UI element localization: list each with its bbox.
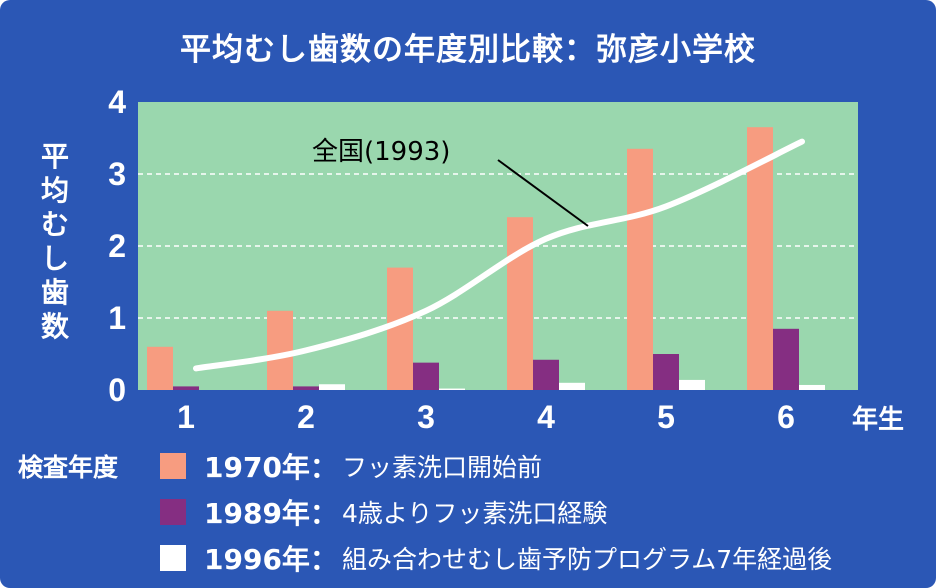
y-tick-label: 4 [108, 84, 126, 120]
national-1993-line [193, 138, 805, 372]
bar-1970年 [507, 217, 533, 390]
bar-1989年 [773, 328, 799, 390]
x-tick-label: 6 [777, 399, 795, 435]
line-label: 全国(1993) [312, 137, 450, 167]
bar-1970年 [267, 310, 293, 390]
bar-1970年 [147, 346, 173, 390]
legend-swatch-1996 [160, 545, 186, 571]
bar-1970年 [387, 267, 413, 390]
x-tick-label: 1 [177, 399, 195, 435]
bar-1970年 [747, 127, 773, 390]
bar-chart: 0 1 2 3 4 1 2 3 4 5 6 年生 全国(1993) [108, 84, 904, 435]
bar-1989年 [533, 359, 559, 390]
y-tick-label: 0 [108, 372, 126, 408]
x-axis-unit: 年生 [852, 404, 904, 435]
y-tick-label: 1 [108, 300, 126, 336]
legend-description: フッ素洗口開始前 [341, 453, 542, 482]
legend-year-label: 1996年： [204, 543, 338, 576]
bar-1989年 [173, 386, 199, 390]
x-tick-label: 5 [657, 399, 675, 435]
bar-1989年 [653, 354, 679, 390]
x-tick-label: 3 [417, 399, 435, 435]
x-tick-label: 2 [297, 399, 315, 435]
y-tick-label: 3 [108, 156, 126, 192]
bar-1996年 [799, 384, 825, 390]
bar-1996年 [439, 388, 465, 390]
annotation-leader-line [497, 159, 589, 227]
y-axis-label: 平均むし歯数 [40, 140, 69, 343]
bar-1970年 [627, 148, 653, 390]
bar-1996年 [319, 384, 345, 390]
legend-year-label: 1970年： [204, 451, 338, 484]
x-tick-label: 4 [537, 399, 555, 435]
chart-title: 平均むし歯数の年度別比較：弥彦小学校 [180, 32, 756, 68]
bar-1996年 [559, 382, 585, 390]
legend-swatch-1989 [160, 499, 186, 525]
legend-swatch-1970 [160, 453, 186, 479]
bar-1996年 [679, 379, 705, 390]
legend-description: 4歳よりフッ素洗口経験 [341, 499, 608, 528]
legend-description: 組み合わせむし歯予防プログラム7年経過後 [341, 545, 833, 574]
legend-year-label: 1989年： [204, 497, 338, 530]
y-tick-label: 2 [108, 228, 126, 264]
legend-item-1996: 1996年： 組み合わせむし歯予防プログラム7年経過後 [160, 538, 832, 578]
legend-item-1970: 1970年： フッ素洗口開始前 [160, 446, 542, 486]
legend-title: 検査年度 [18, 453, 119, 482]
legend-item-1989: 1989年： 4歳よりフッ素洗口経験 [160, 492, 607, 532]
bar-1989年 [413, 362, 439, 390]
bar-1989年 [293, 386, 319, 390]
